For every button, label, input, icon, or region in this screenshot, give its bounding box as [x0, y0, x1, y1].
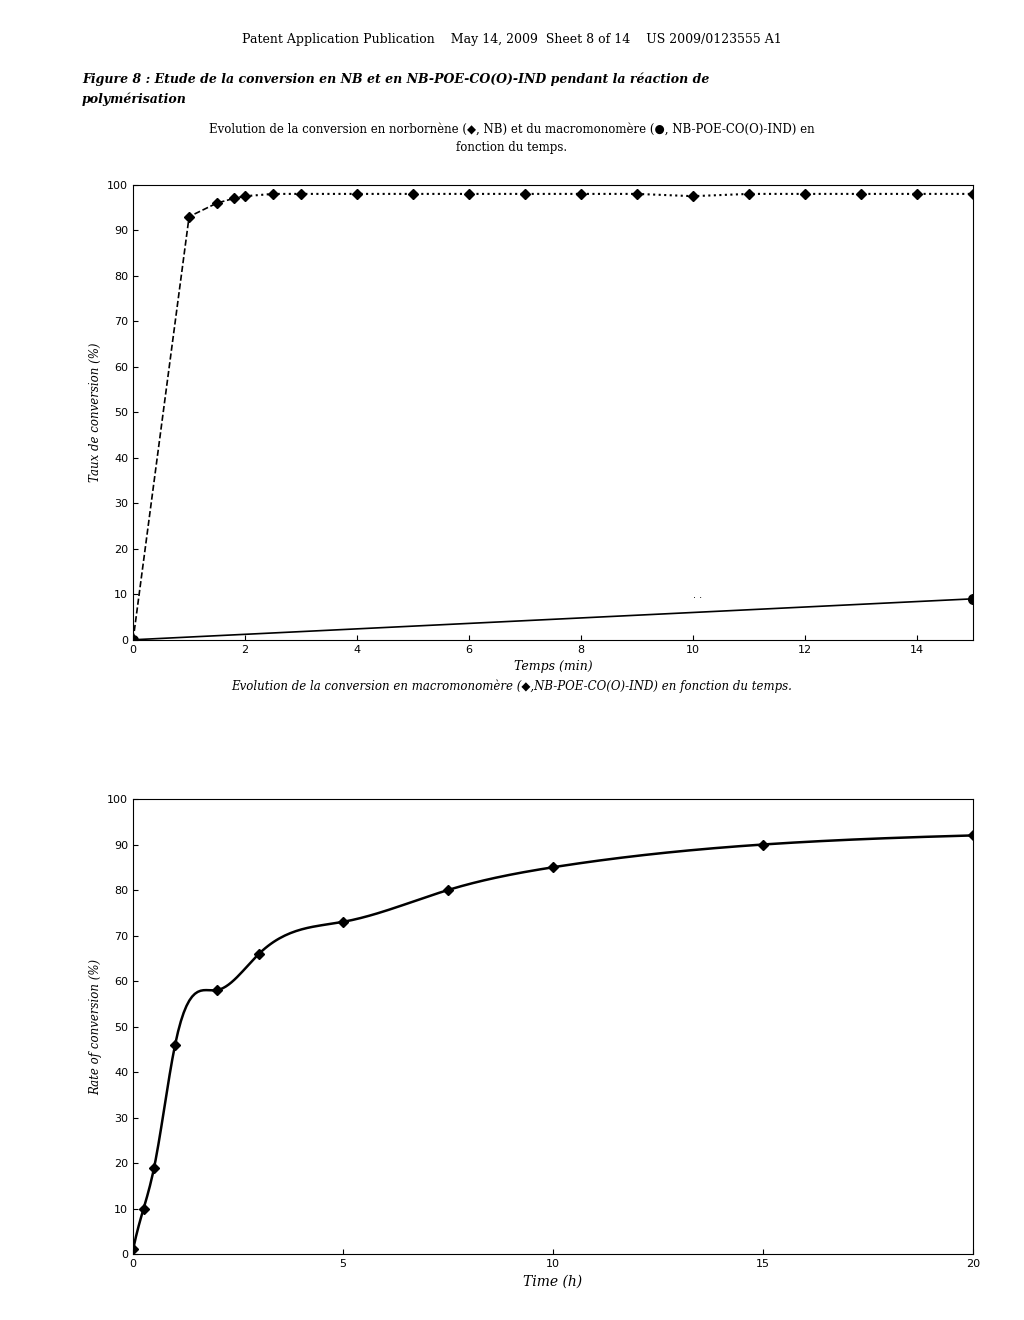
- Text: polymérisation: polymérisation: [82, 92, 186, 106]
- Text: Patent Application Publication    May 14, 2009  Sheet 8 of 14    US 2009/0123555: Patent Application Publication May 14, 2…: [242, 33, 782, 46]
- Text: fonction du temps.: fonction du temps.: [457, 141, 567, 154]
- Text: · ·: · ·: [693, 593, 702, 603]
- Y-axis label: Taux de conversion (%): Taux de conversion (%): [89, 342, 101, 482]
- Text: Figure 8 : Etude de la conversion en NB et en NB-POE-CO(O)-IND pendant la réacti: Figure 8 : Etude de la conversion en NB …: [82, 73, 710, 86]
- Text: Evolution de la conversion en norbornène (◆, NB) et du macromonomère (●, NB-POE-: Evolution de la conversion en norbornène…: [209, 123, 815, 136]
- Y-axis label: Rate of conversion (%): Rate of conversion (%): [89, 958, 101, 1094]
- X-axis label: Time (h): Time (h): [523, 1274, 583, 1288]
- X-axis label: Temps (min): Temps (min): [514, 660, 592, 673]
- Text: Evolution de la conversion en macromonomère (◆,NB-POE-CO(O)-IND) en fonction du : Evolution de la conversion en macromonom…: [231, 680, 793, 693]
